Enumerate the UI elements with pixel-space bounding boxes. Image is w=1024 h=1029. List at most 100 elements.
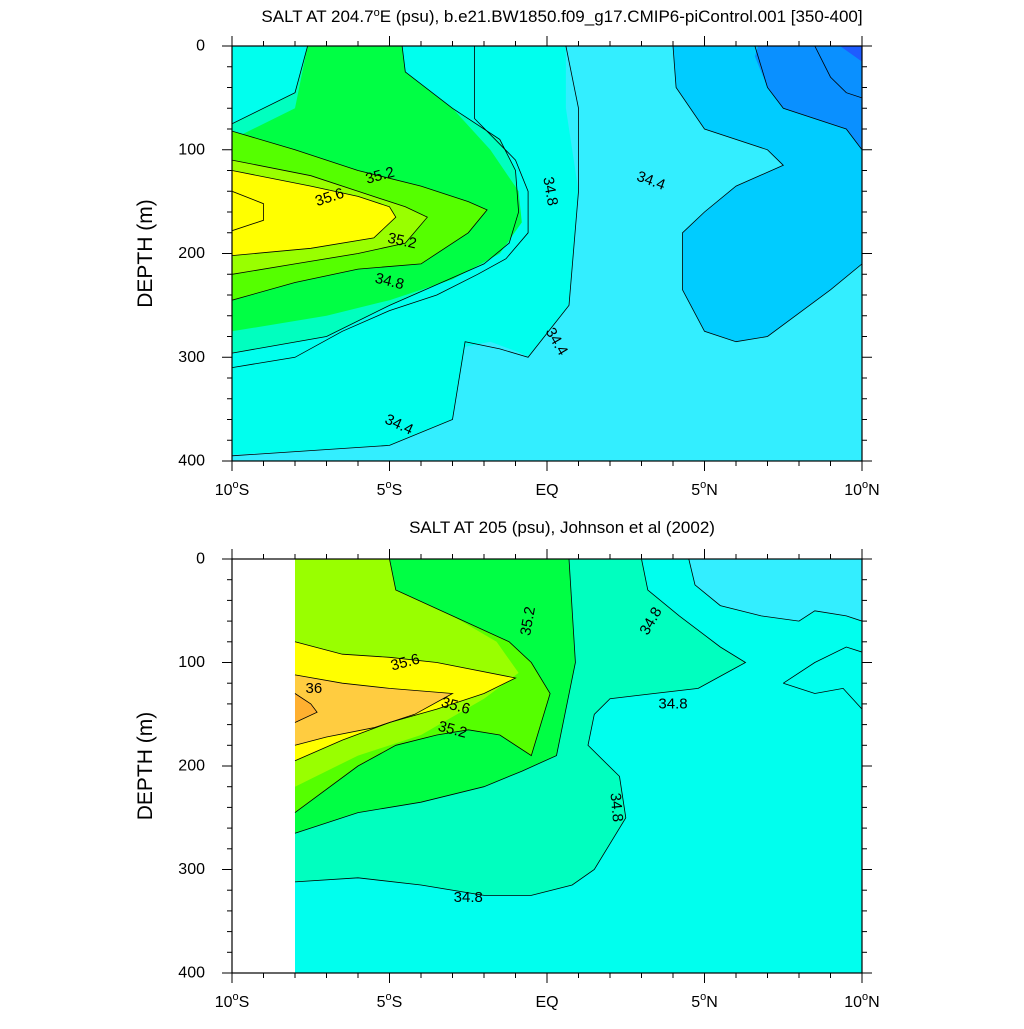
y-axis-title: DEPTH (m) (134, 712, 157, 821)
contour-fill-region (232, 46, 862, 461)
y-tick-label: 300 (178, 349, 205, 366)
contour-line (232, 46, 520, 354)
x-tick-number: 5 (377, 482, 386, 499)
contour-line (294, 693, 318, 723)
contour-label: 34.8 (658, 695, 687, 712)
x-tick-label: 5oS (377, 991, 403, 1011)
x-tick-label: 5oN (691, 991, 718, 1011)
chart-title: SALT AT 205 (psu), Johnson et al (2002) (409, 518, 715, 537)
x-tick-hemisphere: N (868, 994, 880, 1011)
contour-line (232, 190, 264, 232)
x-tick-hemisphere: S (392, 482, 403, 499)
contour-line (672, 46, 862, 343)
y-tick-label: 0 (196, 551, 205, 568)
x-tick-degree: o (862, 479, 868, 491)
chart-title-degree: o (374, 7, 380, 19)
chart-title-part: SALT AT 205 (psu), Johnson et al (2002) (409, 518, 715, 537)
contour-label: 35.2 (364, 164, 397, 188)
x-tick-degree: o (862, 991, 868, 1003)
contour-line (783, 646, 862, 684)
chart-title-part: E (psu), b.e21.BW1850.f09_g17.CMIP6-piCo… (380, 7, 863, 26)
contour-line (754, 46, 862, 151)
contour-label: 35.6 (389, 651, 422, 675)
contour-label: 36 (306, 680, 323, 697)
x-tick-degree: o (233, 991, 239, 1003)
x-tick-degree: o (700, 991, 706, 1003)
x-tick-degree: o (233, 479, 239, 491)
x-tick-number: 5 (691, 482, 700, 499)
contour-fill-region (840, 46, 862, 62)
contour-label: 35.6 (439, 694, 472, 718)
contour-fill-region (688, 559, 862, 622)
x-tick-label: 10oN (844, 991, 879, 1011)
contour-line (232, 159, 428, 275)
x-tick-number: 10 (215, 994, 233, 1011)
x-tick-degree: o (700, 479, 706, 491)
x-tick-label: 10oS (215, 479, 250, 499)
x-tick-hemisphere: N (706, 994, 718, 1011)
contour-fill-region (295, 559, 576, 834)
x-tick-degree: o (386, 479, 392, 491)
chart-title-part: SALT AT 204.7 (261, 7, 373, 26)
x-tick-hemisphere: S (239, 482, 250, 499)
contour-label: 35.2 (517, 605, 539, 637)
x-tick-degree: o (386, 991, 392, 1003)
x-tick-number: 5 (377, 994, 386, 1011)
contour-line (294, 559, 551, 813)
contour-line (294, 559, 576, 834)
x-tick-number: 10 (844, 482, 862, 499)
contour-label: 35.2 (386, 230, 418, 253)
y-tick-label: 200 (178, 245, 205, 262)
x-tick-label: 10oS (215, 991, 250, 1011)
contour-label: 34.8 (373, 270, 405, 294)
x-tick-label: 5oN (691, 479, 718, 499)
y-axis-title: DEPTH (m) (134, 199, 157, 308)
y-tick-label: 400 (178, 453, 205, 470)
contour-line (232, 46, 308, 125)
x-tick-number: 10 (844, 994, 862, 1011)
x-tick-number: EQ (535, 482, 558, 499)
x-tick-label: 10oN (844, 479, 879, 499)
x-tick-label: EQ (535, 994, 558, 1011)
contour-fill-region (232, 170, 396, 256)
contour-line (232, 46, 579, 457)
contour-label: 35.2 (436, 718, 469, 742)
plot-area: 35.235.635.234.834.8 34.434.434.4 (232, 46, 862, 461)
x-tick-number: EQ (535, 994, 558, 1011)
contour-line (294, 641, 517, 762)
contour-fill-region (783, 647, 862, 710)
contour-fill-region (754, 46, 862, 150)
y-tick-label: 100 (178, 654, 205, 671)
contour-fill-region (673, 46, 862, 342)
y-tick-label: 300 (178, 861, 205, 878)
x-tick-number: 5 (691, 994, 700, 1011)
contour-line (783, 682, 862, 710)
contour-label: 34.8 (539, 175, 561, 207)
contour-line (232, 170, 397, 256)
contour-label: 34.8 (454, 889, 483, 906)
x-tick-hemisphere: N (706, 482, 718, 499)
x-tick-hemisphere: S (239, 994, 250, 1011)
contour-line (688, 559, 862, 622)
y-tick-label: 400 (178, 965, 205, 982)
contour-line (294, 559, 747, 896)
x-tick-hemisphere: S (392, 994, 403, 1011)
y-tick-label: 100 (178, 141, 205, 158)
missing-data-region (232, 559, 295, 973)
contour-line (232, 46, 529, 368)
contour-fill-region (295, 674, 453, 746)
y-tick-label: 0 (196, 38, 205, 55)
contour-line (294, 674, 454, 746)
contour-fill-region (295, 693, 318, 723)
x-tick-label: EQ (535, 482, 558, 499)
y-tick-label: 200 (178, 758, 205, 775)
contour-line (232, 130, 488, 301)
contour-line (814, 46, 862, 99)
x-tick-label: 5oS (377, 479, 403, 499)
x-tick-number: 10 (215, 482, 233, 499)
